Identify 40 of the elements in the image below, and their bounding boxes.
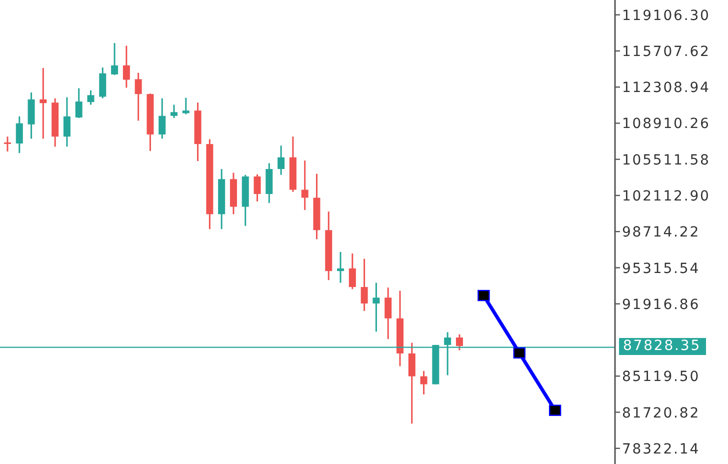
- candlestick: [254, 174, 261, 202]
- candlestick: [301, 160, 308, 211]
- candlestick: [384, 286, 392, 340]
- ref-line-label: 87828.35: [619, 338, 706, 356]
- y-tick-label: 108910.26: [622, 116, 710, 132]
- y-tick-label: 105511.58: [622, 152, 710, 168]
- candlestick: [278, 144, 285, 176]
- point: [548, 404, 562, 416]
- y-tick-label: 81720.82: [622, 405, 700, 422]
- candlestick: [111, 42, 118, 76]
- candlestick: [420, 370, 428, 396]
- candlestick: [158, 98, 166, 140]
- candlestick: [408, 342, 416, 424]
- y-tick-label: 91916.86: [622, 296, 700, 313]
- y-tick-label: 78322.14: [622, 441, 700, 458]
- candlestick: [4, 136, 11, 152]
- candlestick: [337, 251, 344, 284]
- candlestick: [456, 334, 463, 352]
- candlestick: [122, 44, 130, 88]
- point: [513, 347, 526, 359]
- y-tick-label: 102112.90: [622, 188, 710, 204]
- point: [478, 290, 490, 302]
- y-tick-label: 95315.54: [622, 260, 700, 277]
- y-tick-label: 115707.62: [622, 44, 710, 60]
- candlestick: [170, 104, 178, 119]
- y-tick-label: 85119.50: [622, 369, 700, 386]
- candlestick: [75, 87, 82, 119]
- candlestick: [182, 97, 190, 116]
- candlestick: [99, 66, 106, 100]
- candlestick: [348, 252, 356, 290]
- candlestick: [87, 90, 94, 106]
- candlestick: [16, 116, 23, 154]
- y-tick-label: 119106.30: [622, 8, 710, 24]
- candlestick: [63, 96, 70, 148]
- y-tick-label: 98714.22: [622, 224, 700, 241]
- candlestick: [360, 258, 368, 312]
- candlestick: [372, 282, 380, 332]
- y-tick-label: 112308.94: [622, 80, 710, 96]
- candlestick: [40, 67, 47, 140]
- candlestick: [134, 72, 142, 122]
